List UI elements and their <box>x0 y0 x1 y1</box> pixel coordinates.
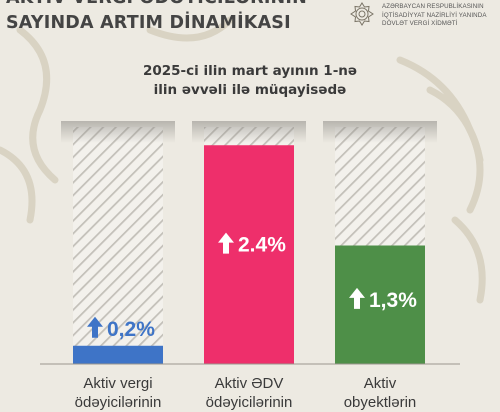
category-label-2: Aktiv ƏDV ödəyicilərinin <box>184 374 314 412</box>
up-arrow-icon <box>87 316 103 338</box>
data-bar-1 <box>73 345 163 364</box>
background-bar-1 <box>73 127 163 364</box>
category-label-1-line-1: Aktiv vergi <box>83 375 153 392</box>
value-label-3: 1,3% <box>369 289 417 312</box>
up-arrow-icon <box>218 232 234 254</box>
data-bar-2 <box>204 145 294 364</box>
chart-subtitle-line-1: 2025-ci ilin mart ayının 1-nə <box>142 63 358 79</box>
background-bar-shade-2 <box>192 121 306 143</box>
background-ornament <box>0 16 486 304</box>
background-bar-shade-3 <box>323 121 437 143</box>
chart-subtitle-line-2: ilin əvvəli ilə müqayisədə <box>153 82 347 98</box>
category-label-3-line-1: Aktiv <box>363 375 397 392</box>
organization-name-line-2: İQTİSADİYYAT NAZİRLİYİ YANINDA <box>382 11 487 19</box>
page-title-line-1: AKTİV VERGİ ÖDƏYİCİLƏRİNİN <box>6 0 307 11</box>
tax-service-emblem-icon <box>350 2 374 26</box>
category-label-3: Aktiv obyektlərin <box>315 374 445 412</box>
category-label-1-line-2: ödəyicilərinin <box>74 394 162 411</box>
category-label-2-line-1: Aktiv ƏDV <box>214 375 284 392</box>
up-arrow-icon <box>349 287 365 309</box>
organization-name-line-1: AZƏRBAYCAN RESPUBLİKASININ <box>382 3 484 10</box>
organization-name-line-3: DÖVLƏT VERGİ XİDMƏTİ <box>382 20 458 27</box>
category-label-3-line-2: obyektlərin <box>343 394 417 411</box>
category-label-1: Aktiv vergi ödəyicilərinin <box>53 374 183 412</box>
chart-subtitle: 2025-ci ilin mart ayının 1-nə ilin əvvəl… <box>0 62 500 100</box>
page-title: AKTİV VERGİ ÖDƏYİCİLƏRİNİN SAYINDA ARTIM… <box>6 0 307 36</box>
data-bar-3 <box>335 245 425 364</box>
background-bar-shade-1 <box>61 121 175 143</box>
bar-chart: 0,2% 2.4% 1,3% <box>40 121 460 365</box>
page-title-line-2: SAYINDA ARTIM DİNAMİKASI <box>6 13 291 33</box>
organization-name: AZƏRBAYCAN RESPUBLİKASININ İQTİSADİYYAT … <box>382 3 487 29</box>
value-label-1: 0,2% <box>107 318 155 341</box>
category-label-2-line-2: ödəyicilərinin <box>205 394 293 411</box>
value-label-2: 2.4% <box>238 234 286 257</box>
